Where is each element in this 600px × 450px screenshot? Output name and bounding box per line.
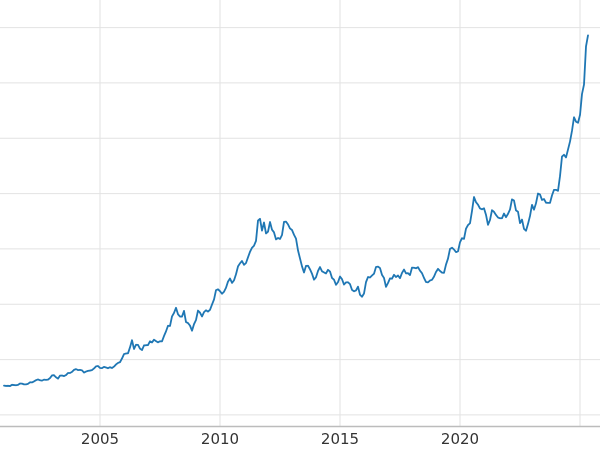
price-line (3, 34, 589, 387)
x-tick-label: 2005 (81, 430, 119, 448)
price-line-path (3, 34, 589, 387)
x-tick-label: 2010 (201, 430, 239, 448)
x-tick-label: 2020 (441, 430, 479, 448)
x-tick-labels: 2005 2010 2015 2020 (81, 430, 479, 448)
gridlines-layer (0, 0, 600, 426)
x-tick-label: 2015 (321, 430, 359, 448)
